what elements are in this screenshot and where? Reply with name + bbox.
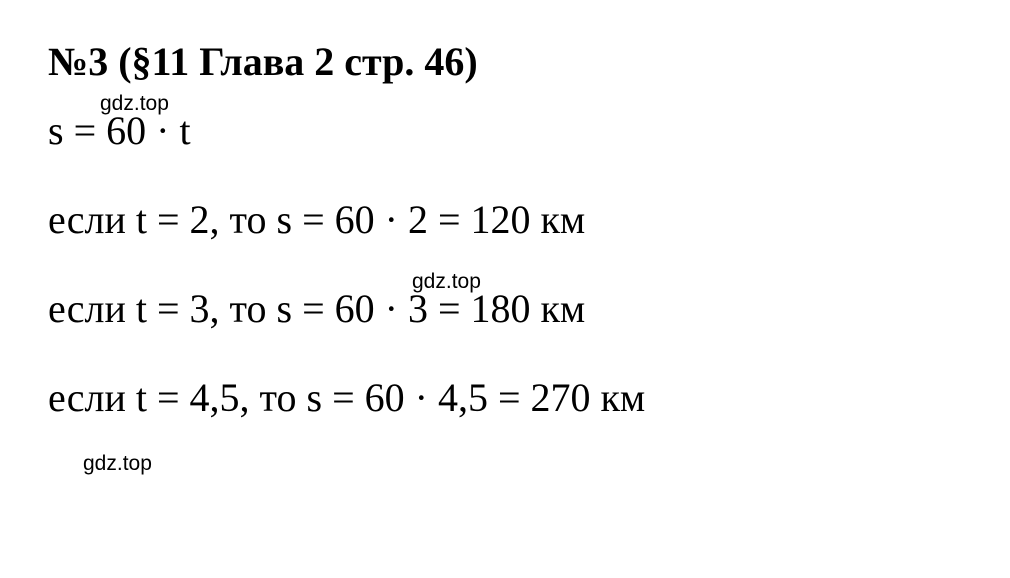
solution-line: если t = 3, то s = 60 · 3 = 180 км [48, 285, 962, 332]
formula-expression: s = 60 · t [48, 107, 962, 154]
solution-line: если t = 2, то s = 60 · 2 = 120 км [48, 196, 962, 243]
solution-line: если t = 4,5, то s = 60 · 4,5 = 270 км [48, 374, 962, 421]
watermark-text: gdz.top [100, 92, 169, 116]
watermark-text: gdz.top [83, 452, 152, 476]
watermark-text: gdz.top [412, 270, 481, 294]
exercise-heading: №3 (§11 Глава 2 стр. 46) [48, 38, 962, 85]
